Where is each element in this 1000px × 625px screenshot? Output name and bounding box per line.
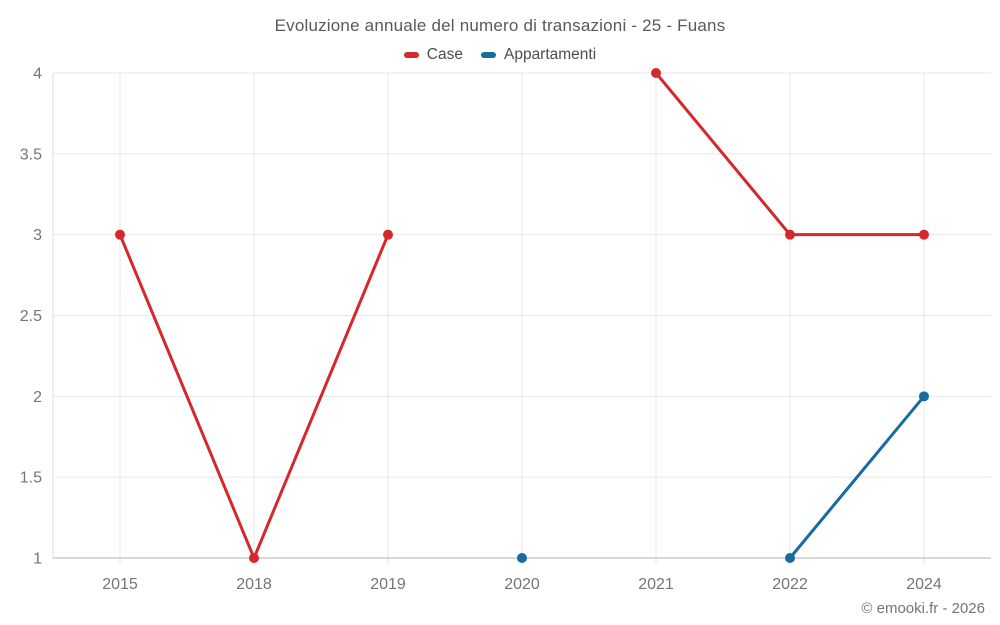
data-point-case-2021[interactable] — [651, 68, 661, 78]
data-point-case-2015[interactable] — [115, 229, 125, 240]
data-point-appartamenti-2020[interactable] — [517, 553, 527, 563]
x-tick-label: 2024 — [906, 576, 942, 593]
legend-swatch-case-icon — [403, 52, 419, 58]
x-tick-label: 2018 — [236, 576, 272, 593]
chart-title: Evoluzione annuale del numero di transaz… — [274, 16, 726, 35]
chart-legend: Case Appartamenti — [0, 46, 1000, 64]
legend-item-appartamenti[interactable]: Appartamenti — [480, 46, 597, 64]
x-tick-label: 2022 — [772, 576, 808, 593]
legend-item-case[interactable]: Case — [403, 46, 463, 64]
data-point-case-2024[interactable] — [919, 229, 929, 240]
legend-label-case: Case — [426, 46, 463, 63]
legend-swatch-appartamenti-icon — [480, 52, 496, 58]
y-tick-label: 1 — [33, 551, 42, 568]
data-point-appartamenti-2024[interactable] — [919, 391, 929, 402]
data-point-case-2022[interactable] — [785, 229, 795, 240]
y-tick-label: 4 — [33, 66, 42, 83]
y-tick-label: 3.5 — [20, 146, 42, 163]
y-tick-label: 1.5 — [20, 470, 42, 487]
data-point-case-2019[interactable] — [383, 229, 393, 240]
y-tick-label: 2.5 — [20, 308, 42, 325]
series-line-appartamenti — [788, 394, 926, 560]
x-tick-label: 2015 — [102, 576, 138, 593]
x-tick-label: 2019 — [370, 576, 406, 593]
x-tick-label: 2020 — [504, 576, 540, 593]
chart-footer: © emooki.fr - 2026 — [861, 600, 985, 617]
y-tick-label: 3 — [33, 227, 42, 244]
y-tick-label: 2 — [33, 389, 42, 406]
data-point-appartamenti-2022[interactable] — [785, 553, 795, 563]
data-point-case-2018[interactable] — [249, 553, 259, 563]
legend-label-appartamenti: Appartamenti — [503, 46, 597, 63]
x-tick-label: 2021 — [638, 576, 674, 593]
